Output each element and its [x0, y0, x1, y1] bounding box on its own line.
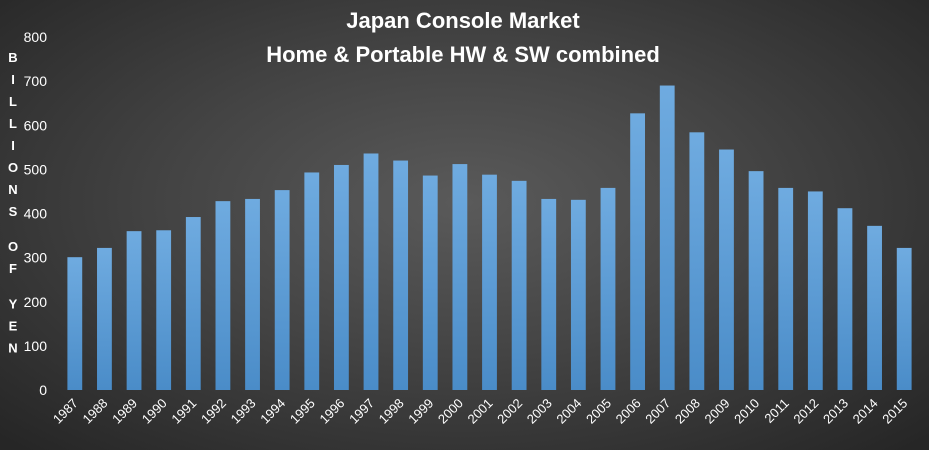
x-tick-label: 1995 [287, 396, 318, 427]
bar-2001 [482, 174, 497, 390]
bar-2015 [896, 247, 912, 390]
bar-2003 [541, 198, 557, 390]
bar-1996 [333, 164, 349, 390]
y-axis-label-letter: B [8, 50, 17, 65]
bar-2011 [778, 187, 794, 390]
y-axis-label-letter: S [9, 204, 18, 219]
x-tick-label: 2013 [820, 396, 851, 427]
x-tick-label: 1996 [316, 396, 347, 427]
x-tick-label: 1990 [139, 396, 170, 427]
x-tick-label: 2010 [731, 396, 762, 427]
x-tick-label: 2006 [613, 396, 644, 427]
y-tick-label: 100 [24, 338, 48, 354]
x-tick-label: 1998 [376, 396, 407, 427]
bar-1995 [304, 172, 320, 390]
bar-1994 [274, 190, 290, 390]
x-tick-label: 2003 [524, 396, 555, 427]
y-tick-label: 200 [24, 294, 48, 310]
x-tick-label: 2004 [553, 396, 584, 427]
bar-2013 [837, 208, 853, 390]
bar-1993 [245, 198, 260, 390]
x-tick-label: 1992 [198, 396, 229, 427]
y-axis-label-letter: N [8, 340, 17, 355]
bar-1999 [422, 175, 438, 390]
x-tick-label: 2015 [879, 396, 910, 427]
x-tick-label: 2008 [672, 396, 703, 427]
y-axis-ticks: 0 100 200 300 400 500 600 700 800 [24, 29, 48, 398]
y-axis-label-letter: L [9, 116, 17, 131]
y-axis-label-letter: F [9, 261, 17, 276]
y-axis-label-letter: E [9, 318, 18, 333]
y-axis-label-letter: I [11, 72, 15, 87]
y-axis-label-letter: N [8, 182, 17, 197]
y-axis-label-letter: I [11, 138, 15, 153]
bar-2008 [689, 132, 705, 390]
x-tick-label: 2011 [761, 396, 791, 426]
bar-1990 [156, 230, 172, 390]
x-tick-label: 1994 [257, 396, 288, 427]
bar-1997 [363, 153, 379, 390]
bar-1988 [97, 247, 112, 390]
y-axis-label-letter: L [9, 94, 17, 109]
chart-title-line-2: Home & Portable HW & SW combined [266, 42, 660, 67]
bar-2006 [630, 113, 646, 391]
x-axis-ticks: 1987198819891990199119921993199419951996… [50, 396, 910, 427]
y-axis-label-letter: O [8, 160, 18, 175]
x-tick-label: 1993 [228, 396, 259, 427]
bar-2007 [659, 85, 675, 390]
x-tick-label: 1997 [346, 396, 377, 427]
x-tick-label: 1991 [168, 396, 199, 427]
bar-2009 [719, 149, 734, 390]
x-tick-label: 2001 [465, 396, 496, 427]
y-tick-label: 400 [24, 206, 48, 222]
x-tick-label: 2005 [583, 396, 614, 427]
bar-1989 [126, 231, 142, 390]
x-tick-label: 2007 [642, 396, 673, 427]
bar-1998 [393, 160, 409, 390]
bar-2004 [570, 199, 586, 390]
bar-1991 [185, 217, 201, 390]
bar-2010 [748, 171, 764, 390]
y-tick-label: 700 [24, 73, 48, 89]
x-tick-label: 2012 [790, 396, 821, 427]
bar-1992 [215, 201, 231, 390]
y-tick-label: 600 [24, 117, 48, 133]
y-axis-label-letter: O [8, 239, 18, 254]
chart-title-line-1: Japan Console Market [346, 8, 580, 33]
x-tick-label: 2014 [850, 396, 881, 427]
x-tick-label: 1988 [79, 396, 110, 427]
bars [67, 85, 912, 391]
y-axis-label-letter: Y [9, 296, 18, 311]
y-tick-label: 0 [39, 382, 47, 398]
y-tick-label: 300 [24, 250, 48, 266]
x-tick-label: 2000 [435, 396, 466, 427]
bar-2014 [867, 225, 882, 390]
y-tick-label: 800 [24, 29, 48, 45]
bar-2002 [511, 180, 527, 390]
bar-2000 [452, 164, 468, 390]
bar-2012 [807, 191, 823, 390]
bar-1987 [67, 257, 83, 390]
x-tick-label: 1999 [405, 396, 436, 427]
x-tick-label: 2009 [702, 396, 733, 427]
bar-2005 [600, 187, 616, 390]
x-tick-label: 2002 [494, 396, 525, 427]
x-tick-label: 1987 [50, 396, 81, 427]
x-tick-label: 1989 [109, 396, 140, 427]
y-tick-label: 500 [24, 161, 48, 177]
